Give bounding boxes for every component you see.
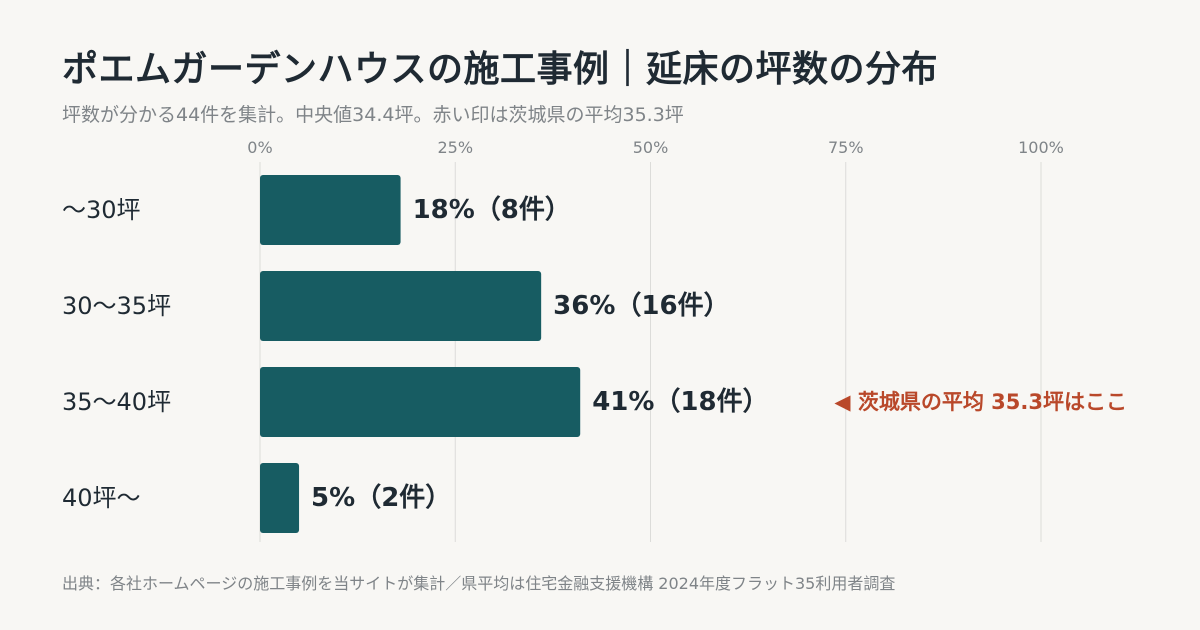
- average-annotation: ◀ 茨城県の平均 35.3坪はここ: [834, 390, 1127, 414]
- category-label: 35〜40坪: [62, 388, 171, 416]
- x-tick-label: 0%: [247, 138, 272, 157]
- x-tick-label: 25%: [437, 138, 473, 157]
- data-label: 5%（2件）: [311, 483, 451, 513]
- category-label: 40坪〜: [62, 484, 141, 512]
- x-tick-label: 100%: [1018, 138, 1064, 157]
- x-tick-label: 50%: [633, 138, 669, 157]
- data-label: 18%（8件）: [413, 195, 571, 225]
- bar: [260, 463, 300, 533]
- bar: [260, 271, 542, 341]
- data-label: 36%（16件）: [553, 291, 729, 321]
- bar: [260, 367, 581, 437]
- category-label: 〜30坪: [62, 196, 141, 224]
- source-note: 出典：各社ホームページの施工事例を当サイトが集計／県平均は住宅金融支援機構 20…: [62, 574, 896, 593]
- page-subtitle: 坪数が分かる44件を集計。中央値34.4坪。赤い印は茨城県の平均35.3坪: [62, 104, 684, 126]
- page-title: ポエムガーデンハウスの施工事例｜延床の坪数の分布: [62, 49, 939, 90]
- x-tick-label: 75%: [828, 138, 864, 157]
- bar: [260, 175, 401, 245]
- data-label: 41%（18件）: [592, 387, 768, 417]
- category-label: 30〜35坪: [62, 292, 171, 320]
